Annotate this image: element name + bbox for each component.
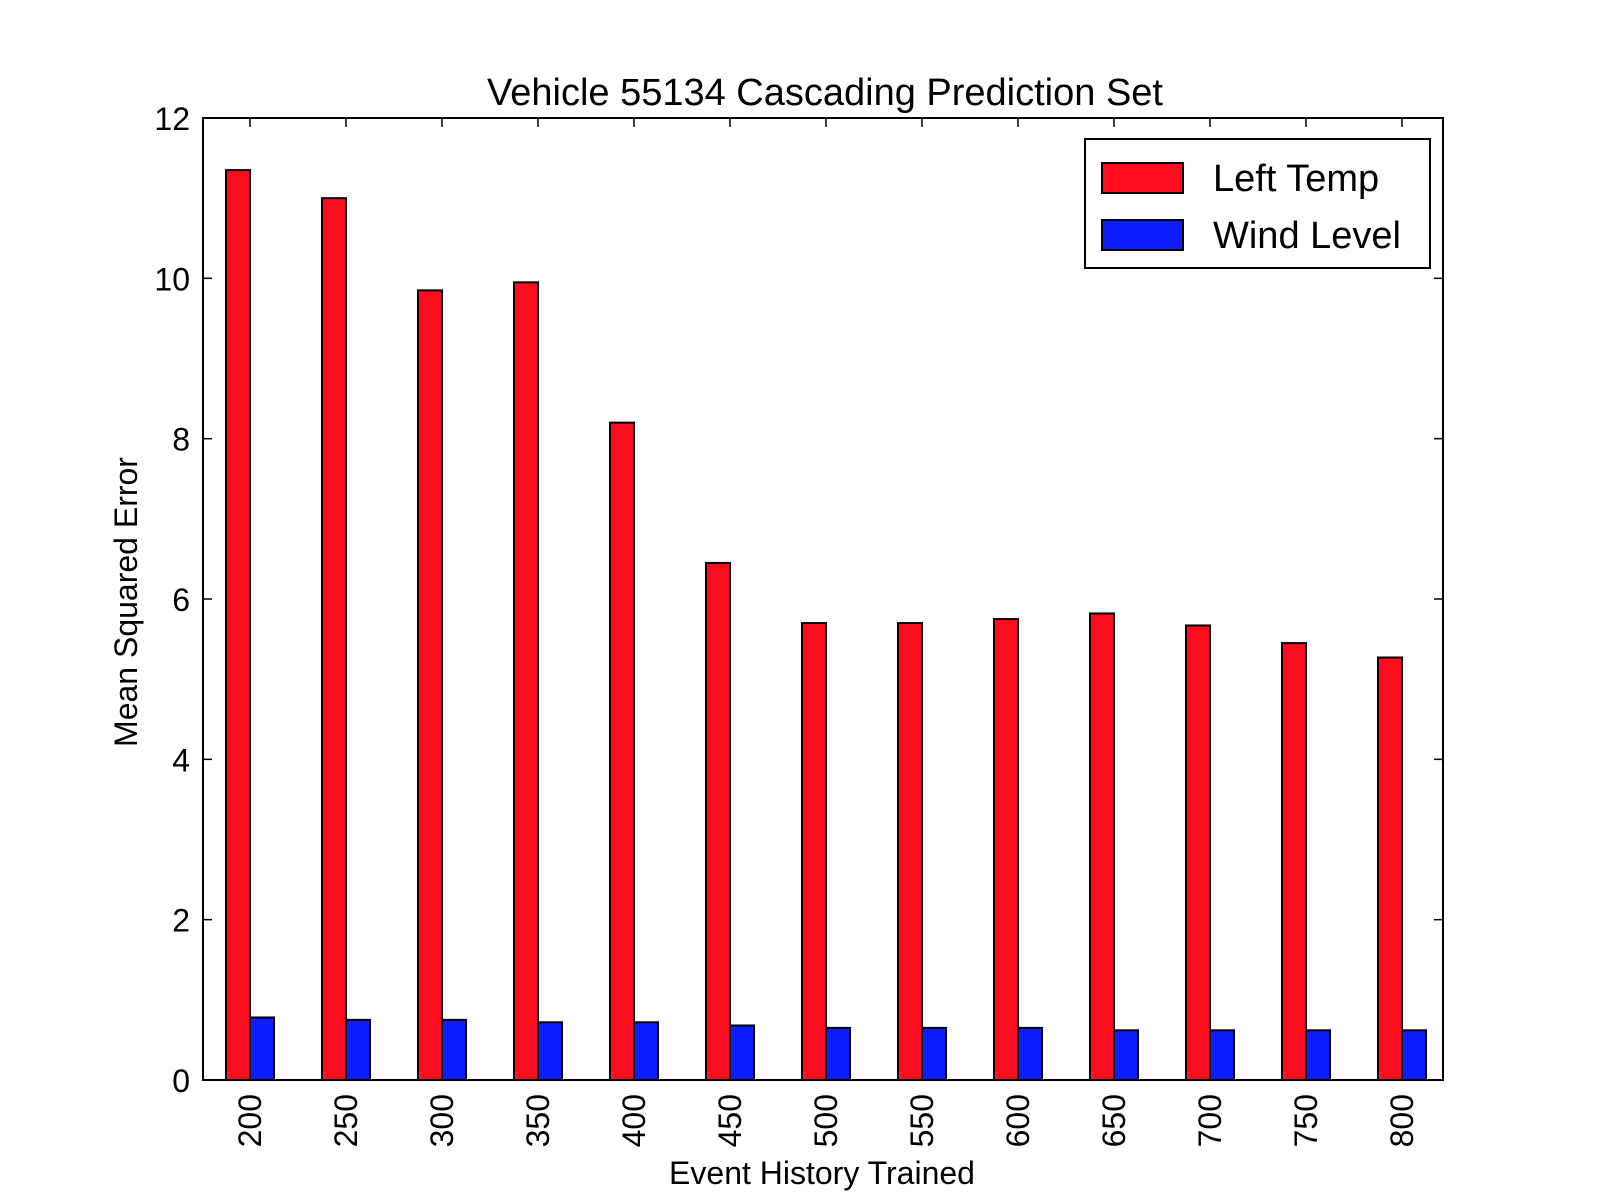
x-tick-label: 550 [904, 1094, 940, 1147]
bar-wind-level-200 [249, 1016, 275, 1081]
bar-wind-level-450 [729, 1024, 755, 1082]
bar-left-temp-700 [1185, 624, 1211, 1082]
bar-left-temp-350 [513, 281, 539, 1081]
y-tick-label: 6 [172, 582, 190, 618]
bar-wind-level-500 [825, 1026, 851, 1082]
x-axis-label: Event History Trained [669, 1155, 975, 1191]
legend-swatch-left-temp [1101, 162, 1184, 194]
x-tick-label: 750 [1288, 1094, 1324, 1147]
axes-layer: 0 2 4 6 8 10 12 200 250 300 350 400 450 500 550 600 650 7… [154, 101, 1444, 1147]
x-tick-label: 500 [808, 1094, 844, 1147]
y-tick-label: 10 [154, 261, 190, 297]
bar-left-temp-200 [225, 169, 251, 1081]
y-tick-label: 0 [172, 1063, 190, 1099]
y-axis-label: Mean Squared Error [108, 457, 144, 747]
x-tick-label: 450 [712, 1094, 748, 1147]
bar-left-temp-550 [897, 622, 923, 1081]
x-tick-label: 600 [1000, 1094, 1036, 1147]
bar-left-temp-500 [801, 622, 827, 1081]
x-tick-label: 650 [1096, 1094, 1132, 1147]
bar-left-temp-300 [417, 289, 443, 1081]
bar-wind-level-800 [1401, 1029, 1427, 1081]
x-tick-label: 700 [1192, 1094, 1228, 1147]
legend-label-wind-level: Wind Level [1213, 215, 1401, 257]
bar-wind-level-750 [1305, 1029, 1331, 1081]
bar-wind-level-300 [441, 1018, 467, 1081]
bar-wind-level-600 [1017, 1026, 1043, 1082]
bar-wind-level-400 [633, 1021, 659, 1082]
x-tick-label: 400 [616, 1094, 652, 1147]
y-tick-label: 4 [172, 742, 190, 778]
bar-wind-level-650 [1113, 1029, 1139, 1081]
legend: Left Temp Wind Level [1084, 138, 1431, 269]
bar-left-temp-650 [1089, 612, 1115, 1081]
bar-wind-level-700 [1209, 1029, 1235, 1081]
bar-left-temp-450 [705, 561, 731, 1081]
bar-left-temp-400 [609, 421, 635, 1081]
x-tick-label: 800 [1384, 1094, 1420, 1147]
x-tick-label: 300 [424, 1094, 460, 1147]
legend-label-left-temp: Left Temp [1213, 158, 1379, 200]
bar-wind-level-350 [537, 1021, 563, 1082]
x-tick-label: 350 [520, 1094, 556, 1147]
legend-swatch-wind-level [1101, 219, 1184, 251]
bars-layer [225, 169, 1427, 1082]
bar-left-temp-800 [1377, 656, 1403, 1081]
bar-left-temp-250 [321, 197, 347, 1081]
bar-wind-level-550 [921, 1026, 947, 1082]
bar-left-temp-600 [993, 618, 1019, 1082]
bar-wind-level-250 [345, 1018, 371, 1081]
y-tick-label: 8 [172, 422, 190, 458]
x-tick-label: 250 [328, 1094, 364, 1147]
y-tick-label: 12 [154, 101, 190, 137]
x-tick-label: 200 [232, 1094, 268, 1147]
bar-left-temp-750 [1281, 642, 1307, 1081]
y-tick-label: 2 [172, 903, 190, 939]
chart-title: Vehicle 55134 Cascading Prediction Set [487, 72, 1163, 114]
